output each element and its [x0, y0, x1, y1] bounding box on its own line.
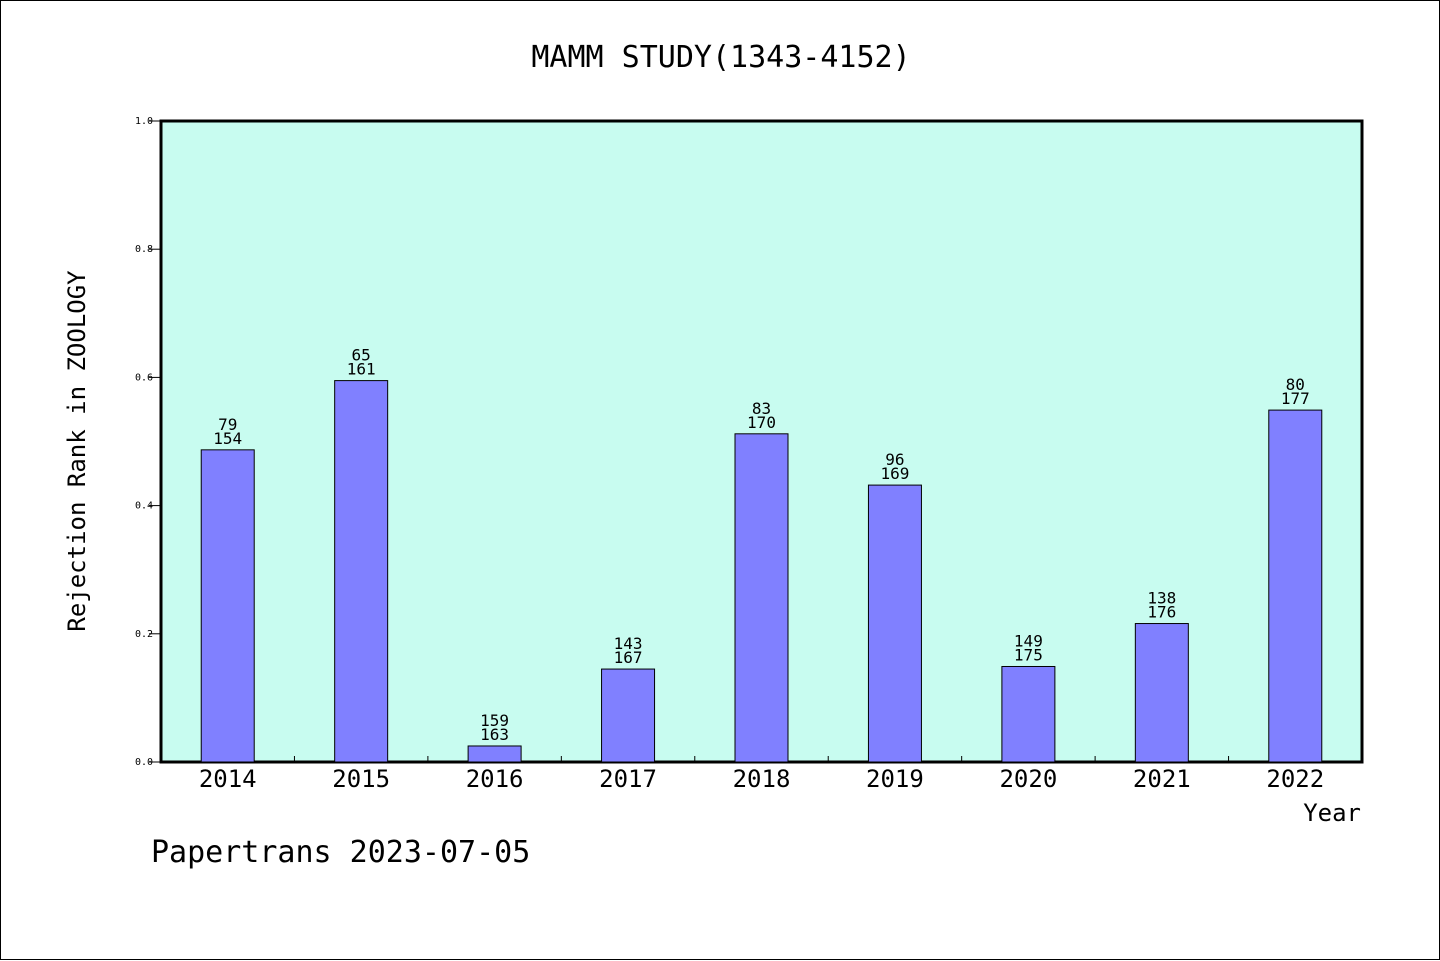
x-tick-label: 2018: [733, 765, 791, 793]
bar-2015: [334, 380, 389, 763]
x-tick-label: 2017: [599, 765, 657, 793]
bar-2020: [1001, 665, 1056, 763]
chart-title: MAMM STUDY(1343-4152): [531, 40, 910, 75]
bar-label-bottom: 161: [347, 360, 376, 379]
bar-label-top: 138: [1147, 589, 1176, 608]
bar-label-top: 159: [480, 711, 509, 730]
bar-label-bottom: 175: [1014, 645, 1043, 664]
bar-label-bottom: 176: [1147, 603, 1176, 622]
bar-2019: [867, 484, 922, 763]
y-tick-label: 0.6: [135, 372, 153, 383]
bar-2022: [1268, 409, 1323, 763]
bar-label-top: 79: [218, 415, 237, 434]
bar-label-top: 143: [614, 634, 643, 653]
bar-label-top: 83: [752, 399, 771, 418]
x-tick-label: 2020: [999, 765, 1057, 793]
x-tick-label: 2022: [1266, 765, 1324, 793]
bar-label-bottom: 177: [1281, 389, 1310, 408]
bar-2014: [200, 449, 255, 763]
bar-label-top: 80: [1286, 375, 1305, 394]
bar-label-bottom: 170: [747, 413, 776, 432]
y-axis-label: Rejection Rank in ZOOLOGY: [63, 270, 91, 632]
y-tick-label: 0.2: [135, 629, 153, 640]
bar-2021: [1134, 623, 1189, 763]
x-tick-label: 2019: [866, 765, 924, 793]
y-axis-ticks: 0.0 0.2 0.4 0.6 0.8 1.0: [135, 116, 161, 768]
bar-label-bottom: 167: [614, 648, 643, 667]
bar-2018: [734, 433, 789, 763]
footer-text: Papertrans 2023-07-05: [151, 835, 531, 870]
x-tick-label: 2014: [199, 765, 257, 793]
y-tick-label: 0.4: [135, 501, 153, 512]
y-tick-label: 0.0: [135, 757, 153, 768]
bar-2017: [601, 668, 656, 763]
x-axis-ticks: 2014 2015 2016 2017 2018 2019 2020 2021 2022: [199, 756, 1324, 793]
bars-group: [200, 380, 1323, 763]
bar-label-top: 96: [885, 450, 904, 469]
x-axis-label: Year: [1303, 799, 1361, 827]
bar-label-top: 65: [352, 346, 371, 365]
bar-label-bottom: 169: [880, 464, 909, 483]
x-tick-label: 2021: [1133, 765, 1191, 793]
bar-2016: [467, 745, 522, 763]
x-tick-label: 2015: [332, 765, 390, 793]
x-tick-label: 2016: [466, 765, 524, 793]
y-tick-label: 0.8: [135, 244, 153, 255]
y-tick-label: 1.0: [135, 116, 153, 127]
bar-label-bottom: 154: [213, 429, 242, 448]
bar-label-bottom: 163: [480, 725, 509, 744]
bar-label-top: 149: [1014, 631, 1043, 650]
